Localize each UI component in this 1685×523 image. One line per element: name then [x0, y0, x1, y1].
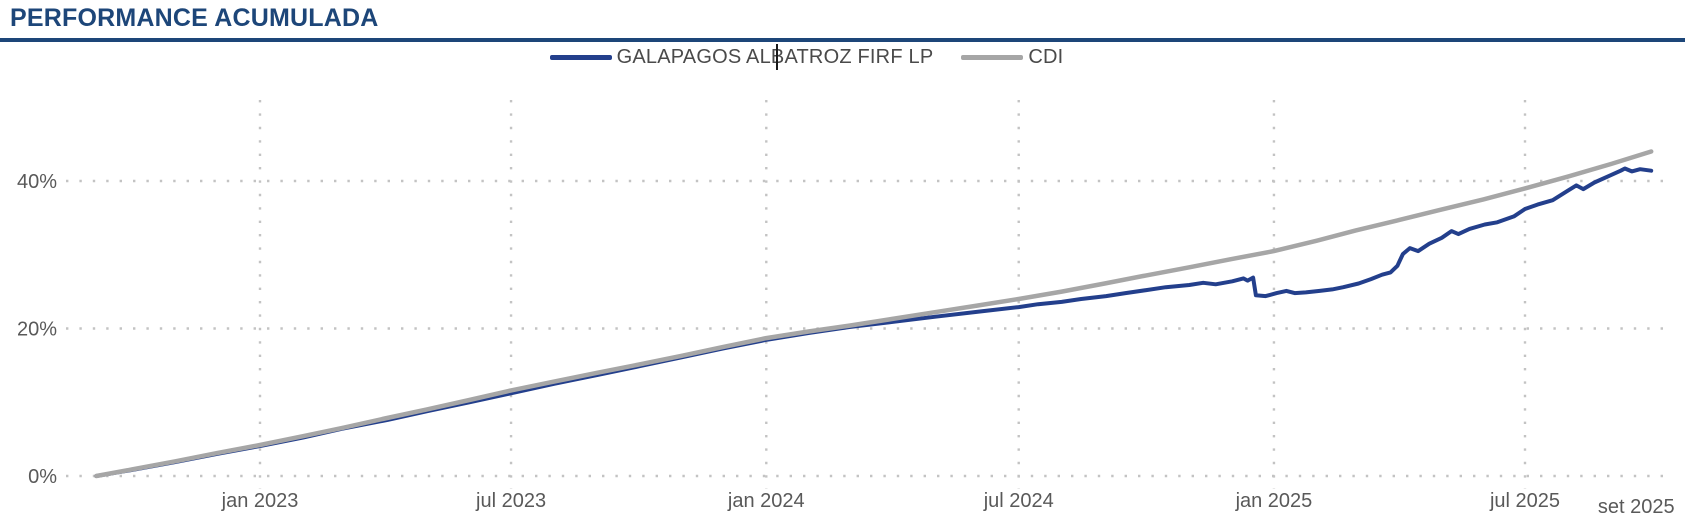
y-tick-label: 0% [28, 466, 57, 488]
x-tick-label: jan 2024 [727, 490, 805, 512]
series-line-cdi [94, 149, 1654, 479]
x-tick-label: set 2025 [1598, 496, 1675, 518]
legend-label-fund: GALAPAGOS ALBATROZ FIRF LP [616, 46, 934, 68]
legend-label-cdi: CDI [1028, 46, 1064, 68]
cdi-line-swatch [961, 55, 1024, 60]
text-cursor-artifact [776, 44, 778, 70]
x-tick-label: jul 2025 [1489, 490, 1560, 512]
page-title: PERFORMANCE ACUMULADA [10, 4, 379, 32]
x-tick-label: jan 2025 [1235, 490, 1313, 512]
legend-item-fund[interactable]: GALAPAGOS ALBATROZ FIRF LP [549, 46, 934, 69]
y-tick-label: 40% [17, 171, 57, 193]
y-tick-label: 20% [17, 319, 57, 341]
title-underline [0, 38, 1685, 42]
x-tick-label: jan 2023 [221, 490, 299, 512]
x-tick-label: jul 2023 [475, 490, 546, 512]
legend-item-cdi[interactable]: CDI [961, 46, 1063, 69]
x-tick-label: jul 2024 [983, 490, 1054, 512]
chart-legend: GALAPAGOS ALBATROZ FIRF LP CDI [0, 46, 1649, 69]
fund-line-swatch [549, 55, 612, 60]
